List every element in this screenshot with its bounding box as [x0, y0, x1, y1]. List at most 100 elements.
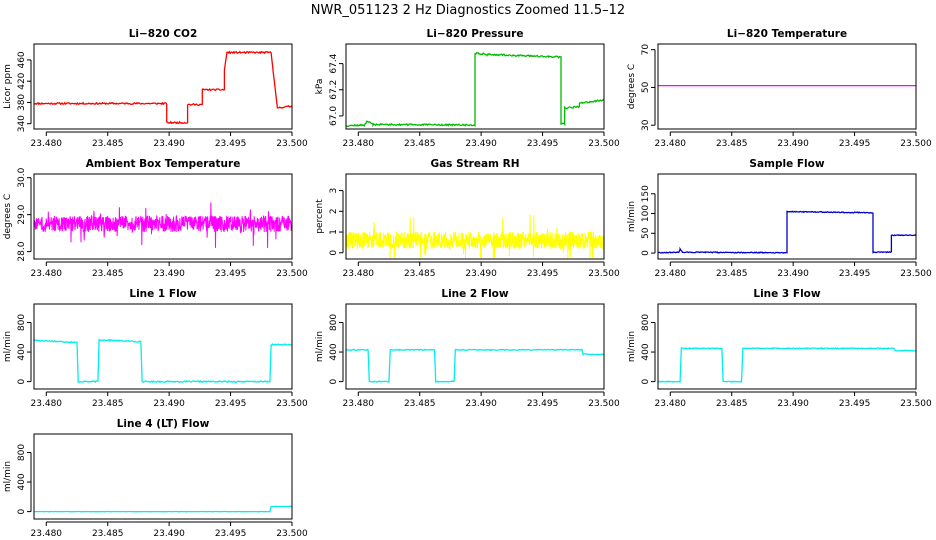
plot-frame: [33, 43, 293, 130]
y-axis-label: ml/min: [315, 331, 325, 362]
panel-title: Line 4 (LT) Flow: [117, 418, 210, 430]
panel-line-1-flow: Line 1 Flow ml/min 23.480 23.485 23.490 23.49…: [3, 288, 308, 409]
x-tick-label: 23.500: [900, 269, 932, 279]
y-axis-label: ml/min: [627, 331, 637, 362]
series-line: [33, 202, 293, 249]
y-tick-label: 0: [329, 378, 339, 384]
x-tick-label: 23.500: [588, 399, 620, 409]
y-tick-label: 3: [329, 188, 339, 194]
y-tick-label: 800: [17, 444, 27, 461]
plot-frame: [33, 303, 293, 390]
y-tick-label: 100: [641, 205, 651, 222]
y-tick-label: 67.0: [329, 106, 339, 126]
plot-frame: [33, 173, 293, 260]
plot-frame: [657, 43, 917, 130]
x-tick-label: 23.495: [527, 139, 559, 149]
x-tick-label: 23.480: [31, 269, 63, 279]
panel-line-3-flow: Line 3 Flow ml/min 23.480 23.485 23.490 23.49…: [627, 288, 932, 409]
x-tick-label: 23.480: [343, 399, 375, 409]
y-tick-label: 67.4: [329, 53, 339, 73]
y-axis-label: kPa: [315, 79, 325, 95]
panel-title: Li−820 CO2: [129, 28, 198, 40]
plot-frame: [345, 173, 605, 260]
panel-title: Line 1 Flow: [129, 288, 196, 300]
x-tick-label: 23.480: [343, 269, 375, 279]
y-tick-label: 400: [17, 343, 27, 360]
y-tick-label: 460: [17, 51, 27, 68]
x-tick-label: 23.480: [655, 269, 687, 279]
x-tick-label: 23.490: [153, 269, 185, 279]
x-tick-label: 23.490: [777, 139, 809, 149]
x-tick-label: 23.485: [404, 269, 436, 279]
y-tick-label: 400: [641, 343, 651, 360]
x-tick-label: 23.500: [276, 399, 308, 409]
y-tick-label: 29.0: [17, 204, 27, 224]
y-axis-label: degrees C: [3, 194, 13, 239]
plot-frame: [657, 303, 917, 390]
x-tick-label: 23.490: [153, 139, 185, 149]
x-tick-label: 23.495: [215, 399, 247, 409]
x-tick-label: 23.490: [777, 399, 809, 409]
panel-line-4-lt-flow: Line 4 (LT) Flow ml/min 23.480 23.485 23.490…: [3, 418, 308, 539]
series-line: [657, 210, 917, 254]
x-tick-label: 23.480: [31, 399, 63, 409]
series-line: [34, 50, 293, 125]
x-tick-label: 23.485: [716, 399, 748, 409]
x-tick-label: 23.495: [527, 269, 559, 279]
x-tick-label: 23.485: [404, 139, 436, 149]
x-tick-label: 23.490: [153, 399, 185, 409]
panel-title: Li−820 Pressure: [427, 28, 524, 40]
y-tick-label: 0: [17, 378, 27, 384]
y-tick-label: 0: [329, 250, 339, 256]
panel-line-2-flow: Line 2 Flow ml/min 23.480 23.485 23.490 23.49…: [315, 288, 620, 409]
y-tick-label: 400: [329, 343, 339, 360]
panels-grid: Li−820 CO2 Licor ppm 23.480 23.485 23.490 23.…: [3, 28, 932, 539]
x-tick-label: 23.490: [153, 529, 185, 539]
y-tick-label: 28.0: [17, 241, 27, 261]
x-tick-label: 23.500: [900, 399, 932, 409]
x-tick-label: 23.485: [92, 269, 124, 279]
figure-title: NWR_051123 2 Hz Diagnostics Zoomed 11.5–…: [311, 3, 625, 18]
y-tick-label: 30.0: [17, 167, 27, 187]
x-tick-label: 23.480: [655, 399, 687, 409]
x-tick-label: 23.485: [92, 139, 124, 149]
x-tick-label: 23.485: [92, 529, 124, 539]
series-line: [345, 214, 605, 259]
series-line: [34, 505, 293, 513]
panel-ambient-box-temperature: Ambient Box Temperature degrees C 23.480 23…: [3, 158, 308, 279]
panel-li-820-co2: Li−820 CO2 Licor ppm 23.480 23.485 23.490 23.…: [3, 28, 308, 149]
y-tick-label: 70: [641, 44, 651, 56]
x-tick-label: 23.500: [276, 139, 308, 149]
y-axis-label: ml/min: [3, 461, 13, 492]
y-tick-label: 1: [329, 229, 339, 235]
x-tick-label: 23.500: [276, 529, 308, 539]
x-tick-label: 23.495: [215, 529, 247, 539]
y-tick-label: 50: [641, 81, 651, 93]
y-tick-label: 420: [17, 72, 27, 89]
plot-frame: [345, 43, 605, 130]
series-line: [33, 338, 293, 384]
y-tick-label: 800: [17, 314, 27, 331]
x-tick-label: 23.495: [215, 139, 247, 149]
x-tick-label: 23.495: [215, 269, 247, 279]
x-tick-label: 23.495: [839, 399, 871, 409]
y-axis-label: Licor ppm: [3, 64, 13, 109]
y-tick-label: 0: [17, 508, 27, 514]
y-tick-label: 67.2: [329, 80, 339, 100]
y-axis-label: degrees C: [627, 64, 637, 109]
x-tick-label: 23.490: [465, 139, 497, 149]
x-tick-label: 23.485: [716, 139, 748, 149]
panel-title: Li−820 Temperature: [727, 28, 847, 40]
x-tick-label: 23.485: [92, 399, 124, 409]
panel-li-820-temperature: Li−820 Temperature degrees C 23.480 23.485 2…: [627, 28, 932, 149]
x-tick-label: 23.500: [900, 139, 932, 149]
x-tick-label: 23.500: [588, 269, 620, 279]
y-tick-label: 800: [641, 314, 651, 331]
x-tick-label: 23.490: [465, 399, 497, 409]
plot-frame: [657, 173, 917, 260]
x-tick-label: 23.500: [588, 139, 620, 149]
y-axis-label: percent: [315, 199, 325, 234]
panel-li-820-pressure: Li−820 Pressure kPa 23.480 23.485 23.490 23.4…: [315, 28, 620, 149]
x-tick-label: 23.485: [404, 399, 436, 409]
